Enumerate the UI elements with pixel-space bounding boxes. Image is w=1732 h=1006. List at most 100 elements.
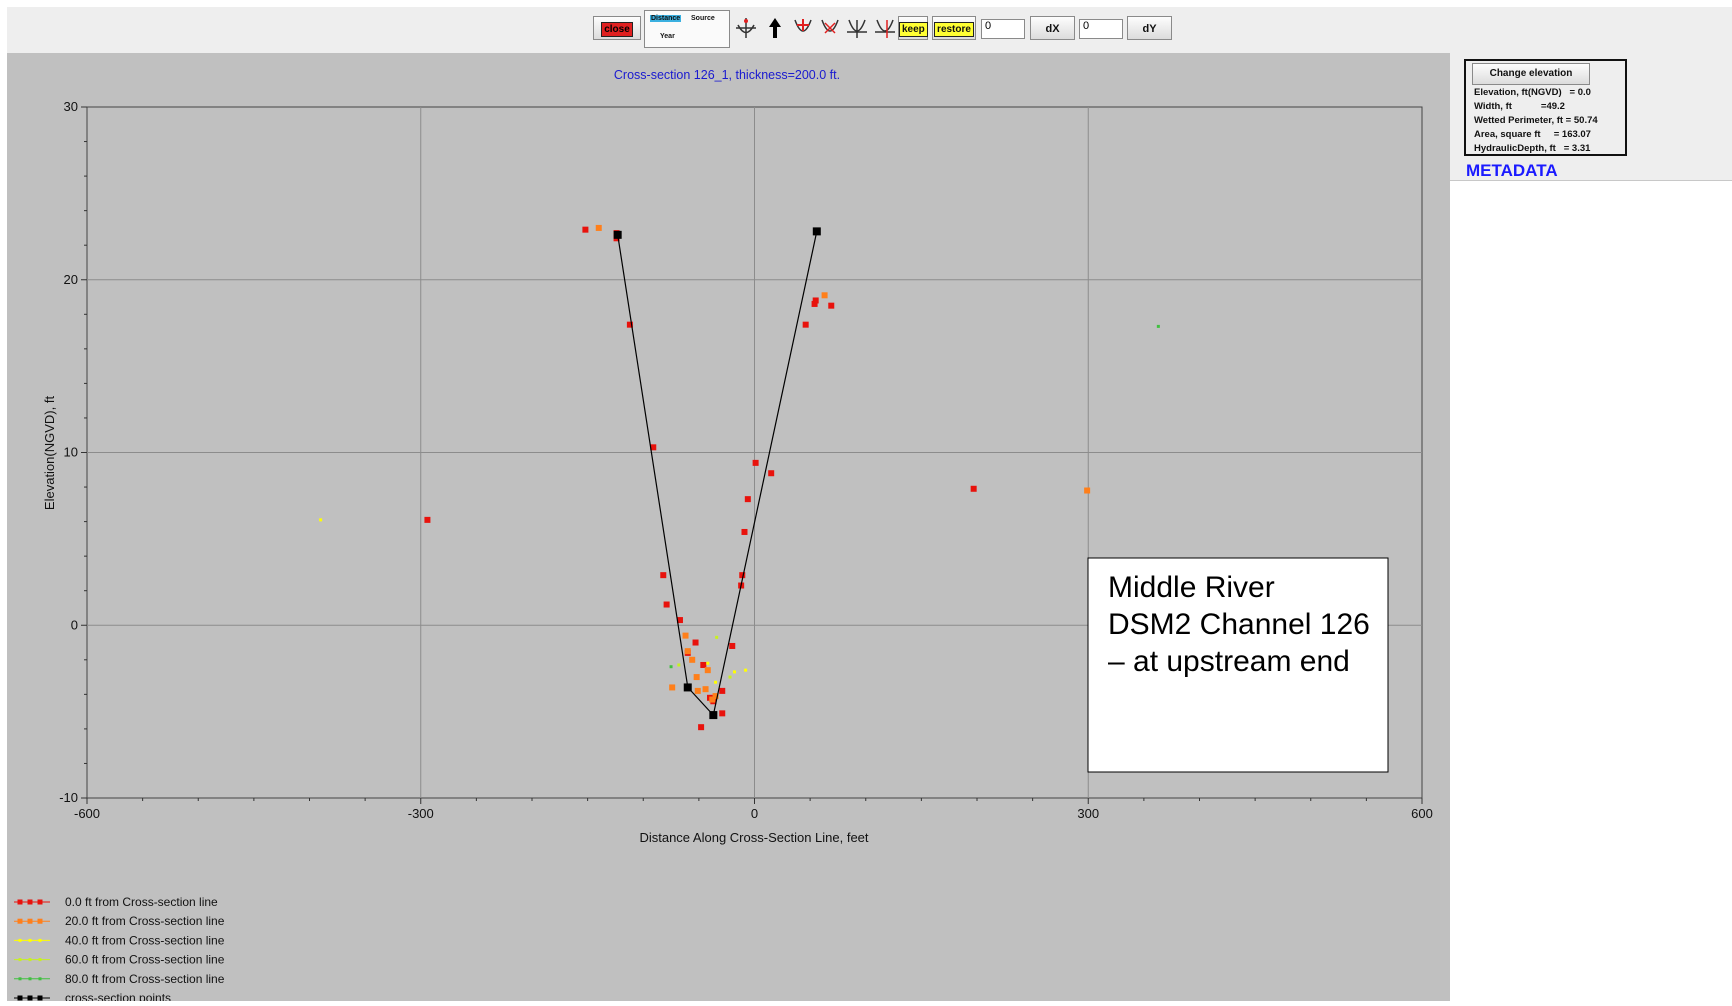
legend-swatch-marker: [28, 977, 32, 981]
data-point: [582, 226, 589, 233]
data-point: [660, 572, 667, 579]
keep-label: keep: [899, 22, 928, 37]
data-point: [706, 661, 710, 665]
legend-swatch-marker: [38, 958, 42, 962]
tab-source[interactable]: Source: [691, 15, 715, 22]
data-point: [650, 444, 657, 451]
data-point: [752, 459, 759, 466]
x-tick-label: -600: [74, 806, 100, 821]
data-point: [732, 670, 736, 674]
data-point: [677, 663, 681, 667]
grid: [87, 107, 1422, 798]
app-window: close Distance Source Year keep restor: [7, 7, 1732, 1005]
move-cursor-icon[interactable]: [734, 16, 758, 40]
legend-item: cross-section points: [14, 991, 171, 1005]
data-point: [676, 617, 683, 624]
data-point: [812, 227, 821, 236]
x-tick-label: 0: [751, 806, 758, 821]
data-point: [595, 224, 602, 231]
delete-point-icon[interactable]: [818, 16, 842, 40]
legend-swatch-marker: [37, 918, 43, 924]
legend-label: cross-section points: [65, 991, 171, 1001]
info-wetted-perimeter: Wetted Perimeter, ft = 50.74: [1474, 115, 1598, 126]
y-tick-label: 20: [64, 272, 78, 287]
info-width: Width, ft =49.2: [1474, 101, 1565, 112]
data-point: [709, 696, 716, 703]
data-point: [682, 632, 689, 639]
legend-swatch-marker: [18, 958, 22, 962]
x-tick-label: -300: [408, 806, 434, 821]
legend-swatch-marker: [37, 899, 43, 905]
legend-swatch-marker: [17, 918, 23, 924]
tab-year[interactable]: Year: [660, 33, 675, 40]
close-button[interactable]: close: [593, 16, 641, 40]
legend-label: 40.0 ft from Cross-section line: [65, 933, 225, 947]
change-elevation-button[interactable]: Change elevation: [1472, 63, 1590, 85]
dy-button[interactable]: dY: [1127, 16, 1172, 40]
data-point: [802, 321, 809, 328]
add-point-icon[interactable]: [791, 16, 815, 40]
legend: 0.0 ft from Cross-section line 20.0 ft fr…: [14, 895, 225, 1005]
legend-swatch-marker: [28, 958, 32, 962]
data-point: [714, 680, 718, 684]
legend-item: 0.0 ft from Cross-section line: [14, 895, 218, 909]
annotation-line-1: Middle River: [1108, 571, 1275, 604]
keep-button[interactable]: keep: [898, 16, 928, 40]
data-point: [828, 302, 835, 309]
insert-right-icon[interactable]: [873, 16, 897, 40]
data-point: [719, 710, 726, 717]
data-point: [744, 496, 751, 503]
data-point: [692, 639, 699, 646]
data-point: [1156, 324, 1160, 328]
data-point: [739, 572, 746, 579]
tab-distance[interactable]: Distance: [650, 15, 682, 22]
data-point: [768, 470, 775, 477]
legend-label: 80.0 ft from Cross-section line: [65, 972, 225, 986]
data-point: [684, 648, 691, 655]
legend-swatch-marker: [17, 995, 23, 1001]
dy-input[interactable]: 0: [1079, 19, 1123, 39]
metadata-link[interactable]: METADATA: [1466, 161, 1558, 180]
legend-item: 60.0 ft from Cross-section line: [14, 953, 225, 967]
restore-button[interactable]: restore: [932, 16, 976, 40]
view-tabs: Distance Source Year: [644, 10, 730, 48]
dx-button[interactable]: dX: [1030, 16, 1075, 40]
side-panel: Change elevation Elevation, ft(NGVD) = 0…: [1450, 53, 1732, 1002]
series-0: [424, 226, 977, 731]
series-1: [595, 224, 1091, 703]
y-tick-label: 30: [64, 99, 78, 114]
legend-label: 0.0 ft from Cross-section line: [65, 895, 218, 909]
data-point: [728, 675, 732, 679]
legend-swatch-marker: [27, 899, 33, 905]
restore-label: restore: [934, 22, 974, 37]
data-point: [669, 665, 673, 669]
legend-swatch-marker: [38, 977, 42, 981]
info-elevation: Elevation, ft(NGVD) = 0.0: [1474, 87, 1591, 98]
series-layer: [319, 224, 1160, 731]
legend-swatch-marker: [27, 995, 33, 1001]
data-point: [626, 321, 633, 328]
x-tick-label: 600: [1411, 806, 1433, 821]
data-point: [702, 686, 709, 693]
y-axis-label: Elevation(NGVD), ft: [42, 396, 57, 511]
series-3: [677, 635, 732, 679]
cross-section-line: [617, 231, 818, 717]
info-hydraulic-depth: HydraulicDepth, ft = 3.31: [1474, 143, 1591, 154]
y-tick-label: 10: [64, 445, 78, 460]
data-point: [741, 528, 748, 535]
legend-item: 40.0 ft from Cross-section line: [14, 933, 225, 947]
data-point: [700, 661, 707, 668]
legend-swatch-marker: [37, 995, 43, 1001]
dx-input[interactable]: 0: [981, 19, 1025, 39]
legend-item: 80.0 ft from Cross-section line: [14, 972, 225, 986]
annotation-line-3: – at upstream end: [1108, 645, 1350, 678]
data-point: [821, 292, 828, 299]
up-arrow-icon[interactable]: [765, 16, 785, 40]
legend-item: 20.0 ft from Cross-section line: [14, 914, 225, 928]
cross-section-chart[interactable]: Cross-section 126_1, thickness=200.0 ft.…: [7, 53, 1450, 1005]
insert-left-icon[interactable]: [845, 16, 869, 40]
y-tick-label: 0: [71, 617, 78, 632]
x-tick-label: 300: [1077, 806, 1099, 821]
data-point: [698, 724, 705, 731]
legend-swatch-marker: [38, 938, 42, 942]
